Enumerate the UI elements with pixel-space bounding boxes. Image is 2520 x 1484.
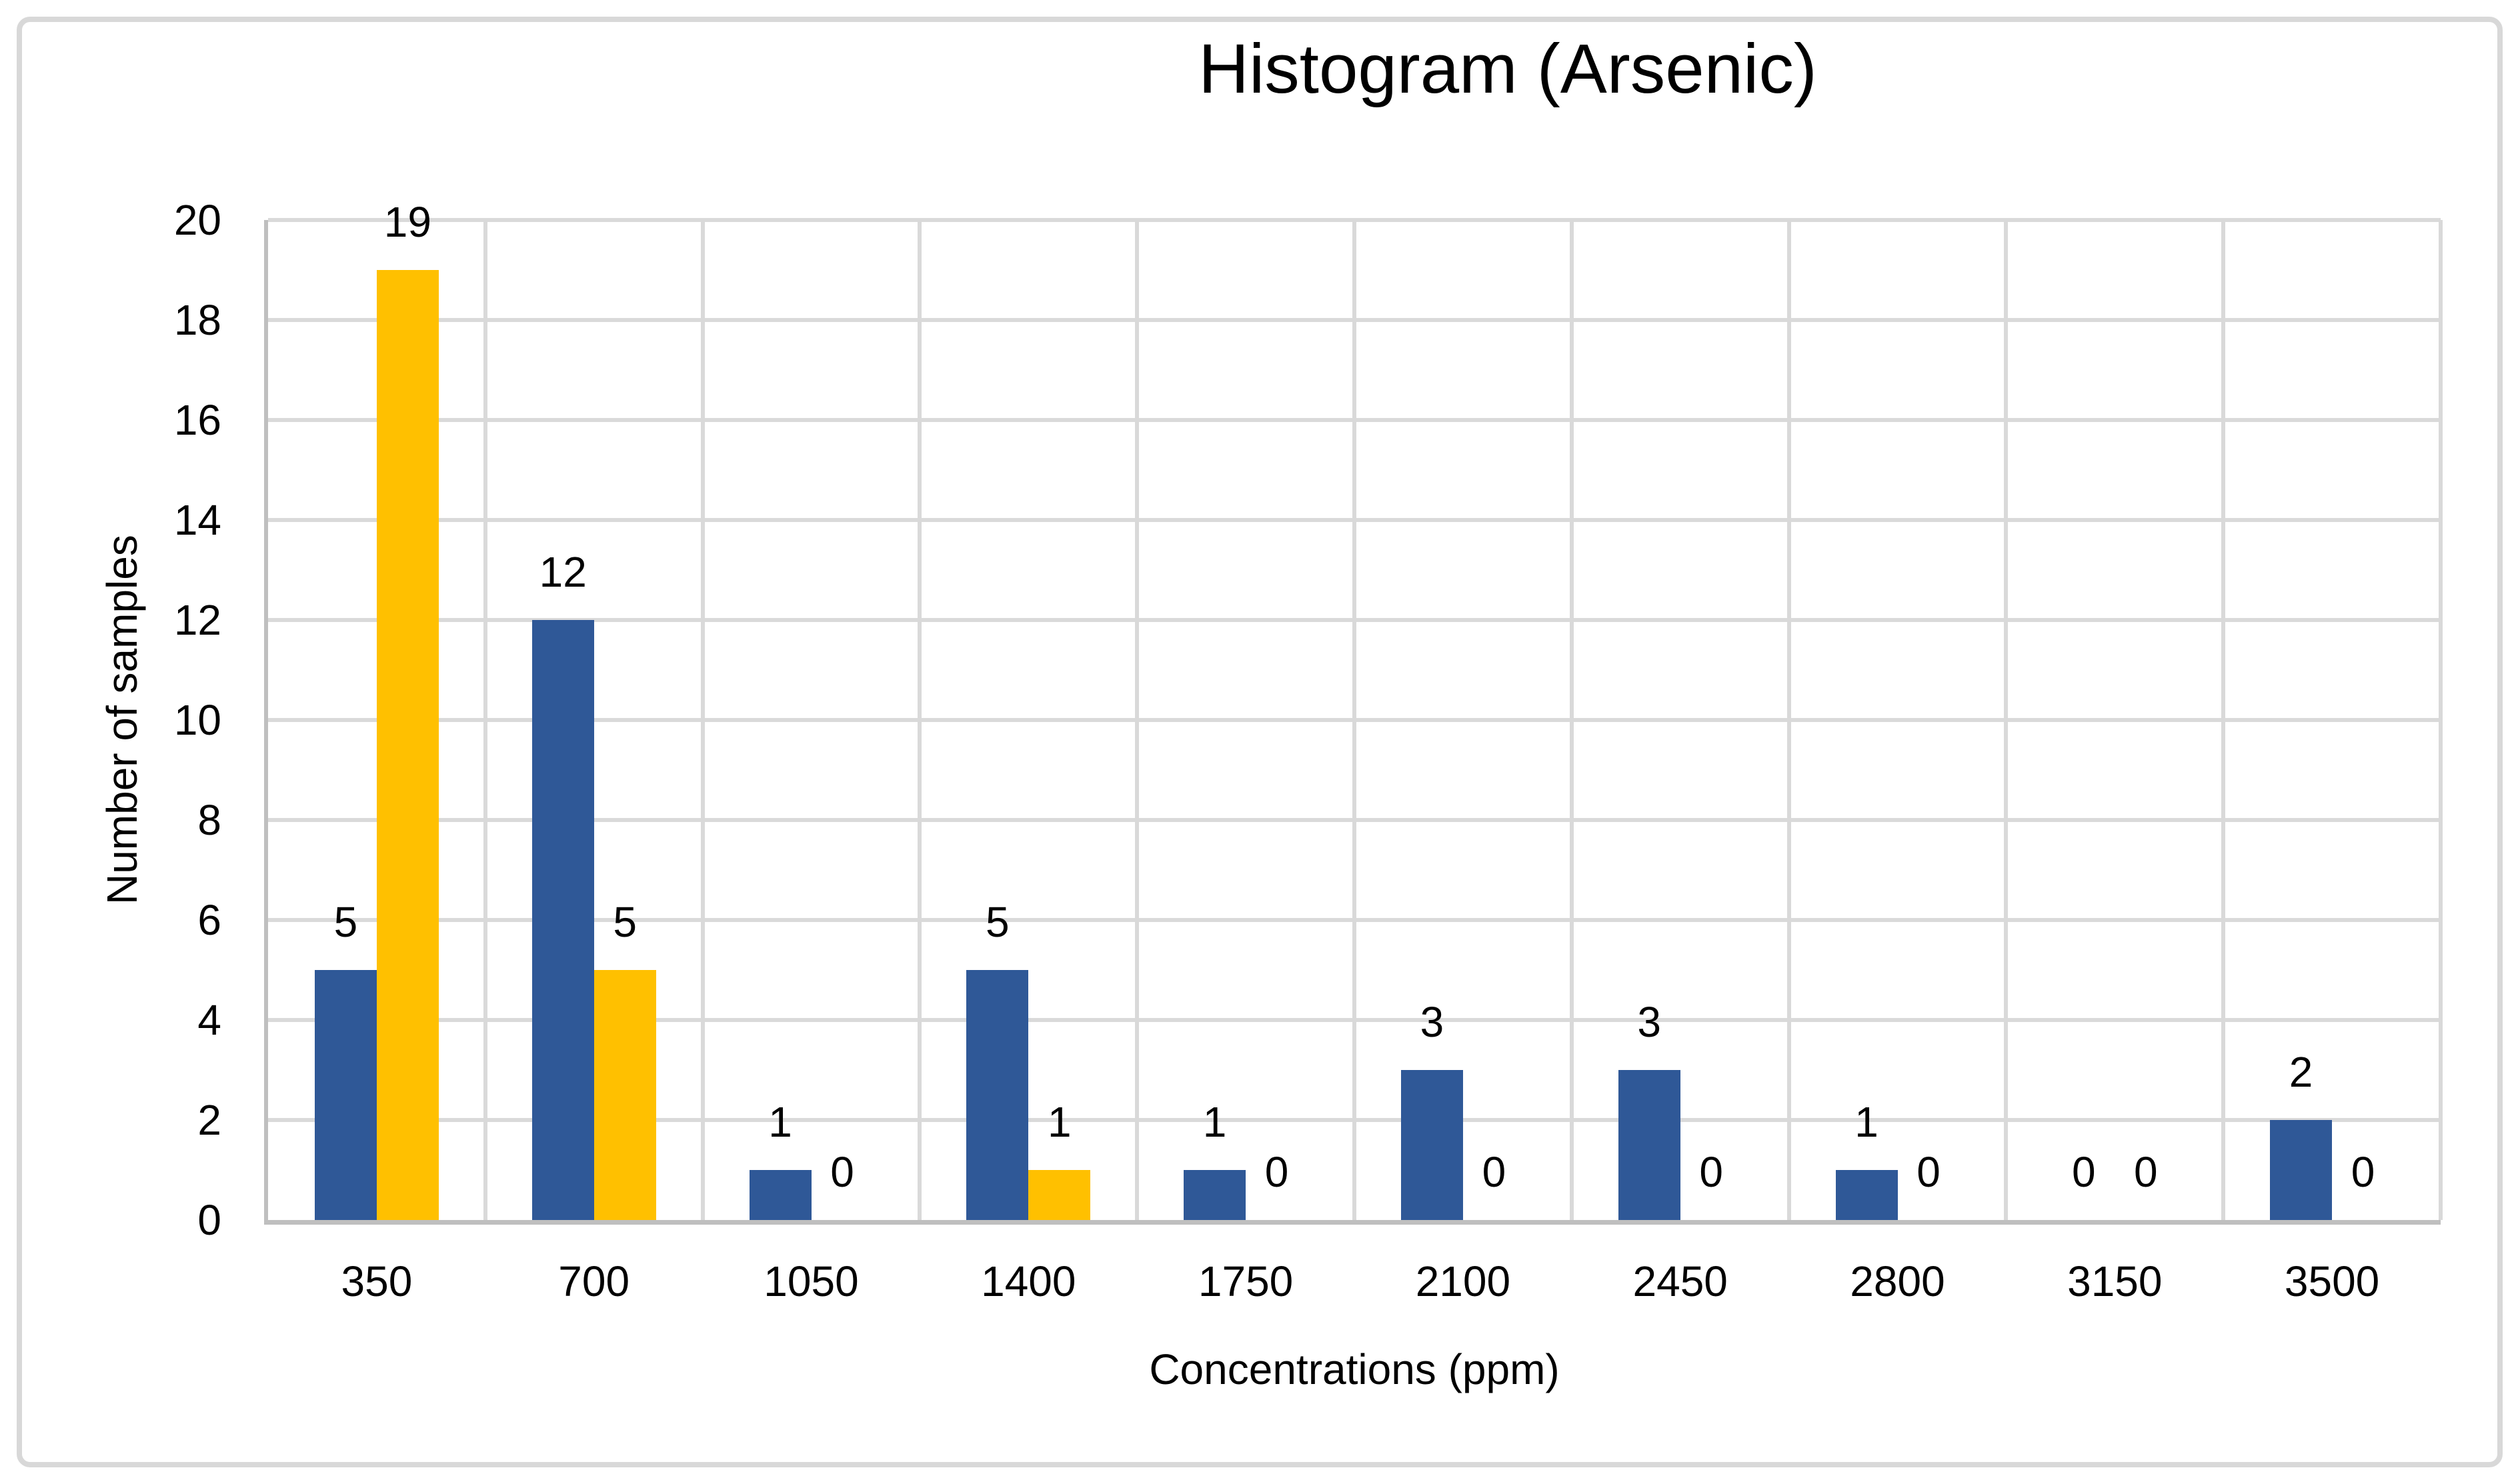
data-label-series-blue-1400: 5 xyxy=(986,898,1010,946)
bar-series-gold-700 xyxy=(593,970,656,1220)
data-label-series-gold-2100: 0 xyxy=(1482,1148,1506,1196)
y-tick-label: 20 xyxy=(173,196,221,244)
x-axis-title: Concentrations (ppm) xyxy=(1149,1345,1560,1393)
plot-area: 5 12 1 5 1 3 3 1 0 2 19 5 0 1 0 0 0 0 0 0 xyxy=(264,201,2443,1225)
bar-series-gold-350 xyxy=(376,270,439,1220)
x-tick-label: 350 xyxy=(341,1257,413,1305)
data-label-series-blue-3500: 2 xyxy=(2289,1048,2313,1096)
y-tick-label: 2 xyxy=(197,1096,221,1144)
y-tick-label: 0 xyxy=(197,1196,221,1244)
gridline-vertical xyxy=(2221,220,2226,1220)
gridline-vertical xyxy=(700,220,705,1220)
data-label-series-blue-700: 12 xyxy=(539,548,587,596)
bar-series-blue-2450 xyxy=(1618,1070,1680,1220)
x-tick-label: 2450 xyxy=(1632,1257,1728,1305)
y-tick-label: 8 xyxy=(197,796,221,844)
chart-title: Histogram (Arsenic) xyxy=(1198,30,1817,108)
bar-series-gold-1400 xyxy=(1028,1170,1091,1220)
gridline-vertical xyxy=(1135,220,1140,1220)
data-label-series-gold-700: 5 xyxy=(613,898,637,946)
x-axis-line xyxy=(264,1220,2441,1225)
data-label-series-blue-3150: 0 xyxy=(2072,1148,2096,1196)
gridline-vertical xyxy=(1569,220,1574,1220)
bar-series-blue-1750 xyxy=(1184,1170,1246,1220)
gridline-vertical xyxy=(2004,220,2009,1220)
data-label-series-gold-350: 19 xyxy=(383,198,431,246)
bar-series-blue-3500 xyxy=(2270,1120,2333,1220)
gridline-vertical xyxy=(2439,220,2443,1220)
data-label-series-gold-2450: 0 xyxy=(1699,1148,1723,1196)
x-tick-label: 1400 xyxy=(981,1257,1076,1305)
x-tick-label: 1750 xyxy=(1198,1257,1294,1305)
x-tick-label: 3500 xyxy=(2284,1257,2380,1305)
data-label-series-gold-2800: 0 xyxy=(1917,1148,1941,1196)
x-tick-label: 3150 xyxy=(2067,1257,2163,1305)
data-label-series-blue-2800: 1 xyxy=(1854,1098,1878,1146)
y-tick-label: 16 xyxy=(173,396,221,444)
data-label-series-blue-2100: 3 xyxy=(1420,998,1444,1046)
gridline-vertical xyxy=(1352,220,1356,1220)
x-tick-label: 2800 xyxy=(1850,1257,1945,1305)
y-axis-line xyxy=(264,220,268,1224)
data-label-series-gold-1400: 1 xyxy=(1048,1098,1072,1146)
bar-series-blue-1400 xyxy=(966,970,1029,1220)
y-tick-label: 12 xyxy=(173,596,221,644)
bar-series-blue-350 xyxy=(314,970,377,1220)
data-label-series-blue-1050: 1 xyxy=(768,1098,792,1146)
y-tick-label: 6 xyxy=(197,896,221,944)
y-tick-label: 18 xyxy=(173,296,221,344)
y-tick-label: 4 xyxy=(197,996,221,1044)
y-tick-label: 10 xyxy=(173,696,221,744)
data-label-series-gold-1750: 0 xyxy=(1264,1148,1289,1196)
data-label-series-gold-3500: 0 xyxy=(2351,1148,2375,1196)
bar-series-blue-1050 xyxy=(749,1170,812,1220)
data-label-series-blue-2450: 3 xyxy=(1637,998,1661,1046)
data-label-series-gold-3150: 0 xyxy=(2134,1148,2158,1196)
bar-series-blue-2100 xyxy=(1400,1070,1463,1220)
data-label-series-gold-1050: 0 xyxy=(830,1148,854,1196)
gridline-vertical xyxy=(918,220,922,1220)
bar-series-blue-2800 xyxy=(1835,1170,1898,1220)
gridline-vertical xyxy=(1786,220,1791,1220)
data-label-series-blue-1750: 1 xyxy=(1202,1098,1227,1146)
bar-series-blue-700 xyxy=(531,620,594,1220)
x-tick-label: 1050 xyxy=(764,1257,859,1305)
y-tick-label: 14 xyxy=(173,496,221,544)
x-tick-label: 700 xyxy=(558,1257,630,1305)
x-tick-label: 2100 xyxy=(1415,1257,1511,1305)
gridline-vertical xyxy=(483,220,487,1220)
data-label-series-blue-350: 5 xyxy=(333,898,358,946)
